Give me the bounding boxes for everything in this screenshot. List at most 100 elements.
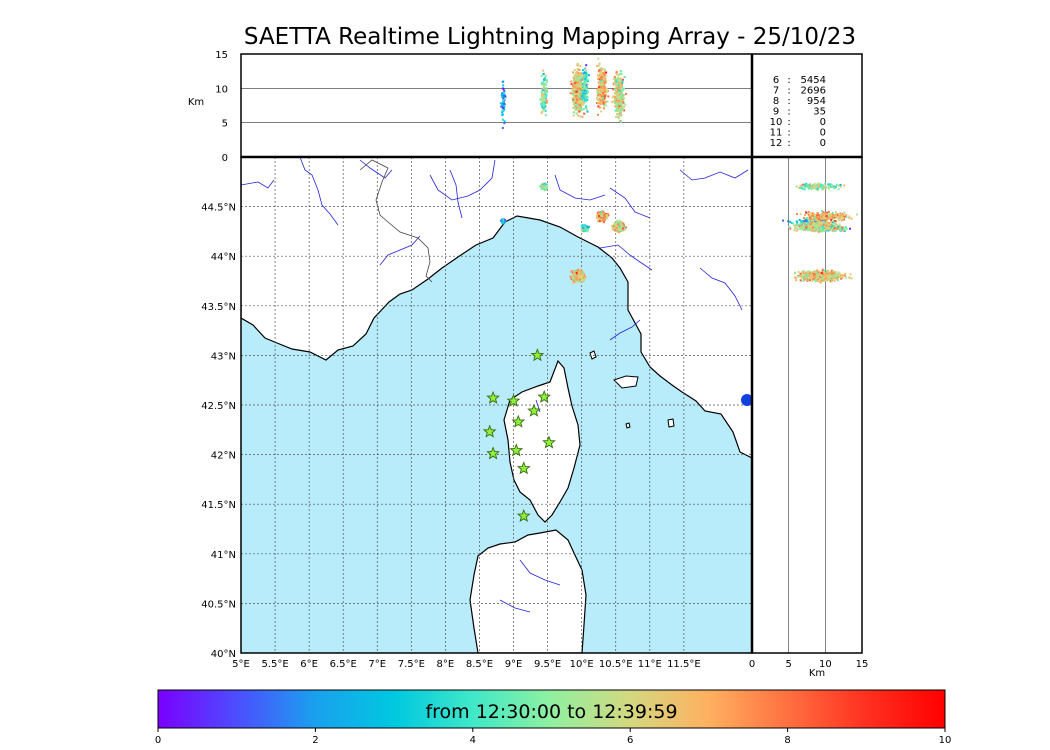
top-source-point — [540, 112, 543, 115]
top-source-point — [587, 74, 590, 77]
top-source-point — [502, 100, 505, 103]
right-source-point — [832, 185, 835, 188]
map-source-point — [617, 223, 620, 226]
right-source-point — [808, 221, 811, 224]
top-source-point — [502, 104, 505, 107]
right-source-point — [799, 227, 802, 230]
island-small-1 — [589, 350, 597, 360]
right-source-point — [837, 184, 840, 187]
top-source-point — [540, 91, 543, 94]
top-source-point — [544, 95, 547, 98]
right-source-point — [821, 184, 824, 187]
right-source-point — [828, 187, 831, 190]
right-source-point — [806, 183, 809, 186]
right-source-point — [817, 276, 820, 279]
station-count-sep: : — [787, 96, 790, 107]
top-y-tick-label: 15 — [215, 50, 228, 61]
right-source-point — [831, 211, 834, 214]
right-source-point — [821, 278, 824, 281]
right-source-point — [831, 224, 834, 227]
right-source-point — [839, 212, 842, 215]
right-source-point — [842, 274, 845, 277]
right-source-point — [814, 217, 817, 220]
right-source-point — [796, 221, 799, 224]
right-source-point — [830, 218, 833, 221]
top-source-point — [544, 92, 547, 95]
right-source-point — [830, 269, 833, 272]
station-count-value: 954 — [807, 96, 826, 107]
right-source-point — [843, 274, 846, 277]
right-source-point — [839, 228, 842, 231]
top-source-point — [574, 108, 577, 111]
top-source-point — [501, 106, 504, 109]
right-source-point — [824, 275, 827, 278]
right-source-point — [832, 273, 835, 276]
top-source-point — [621, 81, 624, 84]
right-source-point — [804, 227, 807, 230]
right-source-point — [827, 222, 830, 225]
right-source-point — [810, 227, 813, 230]
map-x-tick-label: 11.5°E — [667, 659, 701, 670]
right-source-point — [822, 211, 825, 214]
right-source-point — [839, 215, 842, 218]
map-source-point — [569, 275, 572, 278]
right-source-point — [809, 274, 812, 277]
right-source-point — [838, 272, 841, 275]
station-count-value: 2696 — [801, 86, 826, 97]
map-y-tick-label: 42°N — [211, 451, 236, 462]
right-source-point — [806, 216, 809, 219]
right-source-point — [822, 276, 825, 279]
top-source-point — [541, 99, 544, 102]
map-source-point — [579, 277, 582, 280]
right-source-point — [819, 215, 822, 218]
top-source-point — [606, 100, 609, 103]
right-source-point — [824, 225, 827, 228]
top-source-point — [503, 108, 506, 111]
top-source-point — [612, 95, 615, 98]
station-count-value: 0 — [820, 128, 826, 139]
top-source-point — [586, 83, 589, 86]
top-source-point — [612, 88, 615, 91]
top-source-point — [618, 95, 621, 98]
map-source-point — [577, 275, 580, 278]
top-source-point — [599, 80, 602, 83]
top-source-point — [604, 74, 607, 77]
top-source-point — [581, 100, 584, 103]
top-source-point — [585, 108, 588, 111]
top-source-point — [580, 75, 583, 78]
top-source-point — [602, 72, 605, 75]
right-source-point — [794, 271, 797, 274]
right-source-point — [820, 210, 823, 213]
right-source-point — [803, 188, 806, 191]
top-source-point — [576, 87, 579, 90]
top-source-point — [620, 99, 623, 102]
map-source-point — [581, 271, 584, 274]
top-source-point — [502, 84, 505, 87]
top-source-point — [596, 98, 599, 101]
right-source-point — [787, 220, 790, 223]
top-source-point — [603, 94, 606, 97]
right-source-point — [842, 214, 845, 217]
right-source-point — [816, 269, 819, 272]
top-source-point — [502, 105, 505, 108]
right-source-point — [810, 277, 813, 280]
right-source-point — [805, 226, 808, 229]
top-source-point — [583, 95, 586, 98]
top-source-point — [574, 82, 577, 85]
map-source-point — [622, 222, 625, 225]
right-source-point — [845, 226, 848, 229]
river-6 — [449, 169, 463, 219]
map-source-point — [543, 188, 546, 191]
map-source-point — [615, 229, 618, 232]
colorbar-ticks: 0 2 4 6 8 10 — [155, 728, 951, 746]
right-source-point — [809, 212, 812, 215]
right-source-point — [788, 226, 791, 229]
rivers — [241, 157, 749, 613]
right-source-point — [817, 219, 820, 222]
top-source-point — [598, 62, 601, 65]
map-y-tick-label: 44°N — [211, 252, 236, 263]
right-source-point — [816, 212, 819, 215]
right-source-point — [842, 218, 845, 221]
top-source-point — [574, 93, 577, 96]
top-source-point — [583, 112, 586, 115]
